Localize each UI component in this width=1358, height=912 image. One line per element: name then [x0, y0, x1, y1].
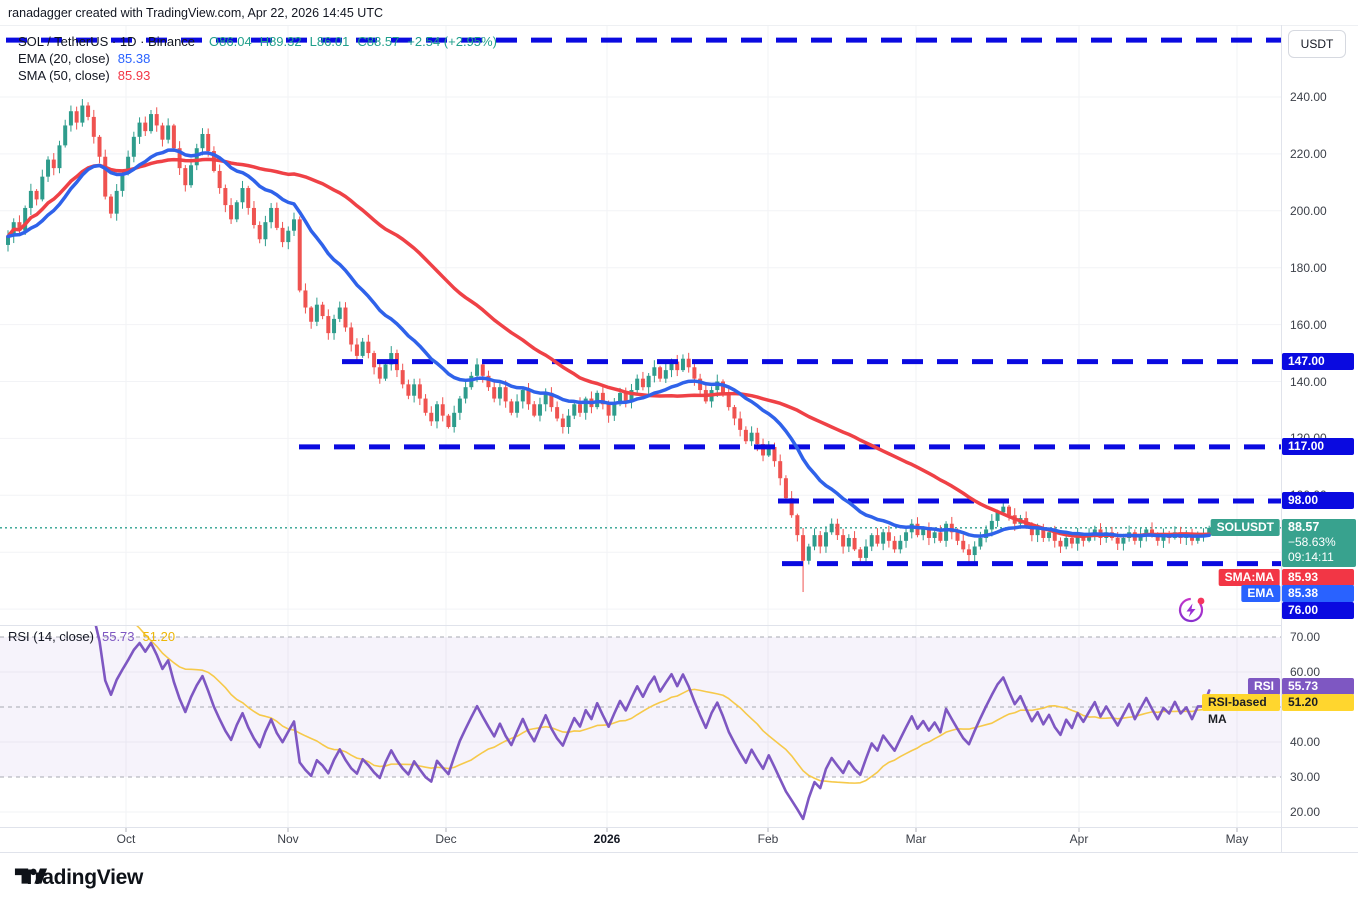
- time-axis-border: [0, 827, 1358, 828]
- ohlc-open: O86.04: [209, 34, 252, 49]
- sma-legend-value: 85.93: [117, 68, 151, 83]
- pane-separator[interactable]: [0, 625, 1281, 626]
- notification-dot: [1197, 597, 1205, 605]
- flash-action-icon[interactable]: [1176, 594, 1208, 626]
- lightning-bolt-icon: [1186, 603, 1196, 617]
- ema-legend-row: EMA (20, close) 85.38: [18, 50, 497, 67]
- support-resistance-lines: [6, 37, 1281, 567]
- rsi-legend-label[interactable]: RSI (14, close): [8, 629, 94, 644]
- price-axis-border: [1281, 25, 1282, 852]
- sma-50-line[interactable]: [6, 157, 1211, 538]
- tradingview-logo-icon[interactable]: [14, 866, 48, 890]
- symbol-legend: SOL / TetherUS · 1D · Binance O86.04 H89.3…: [18, 33, 497, 84]
- currency-button[interactable]: USDT: [1288, 30, 1346, 58]
- ohlc-close: C88.57: [357, 34, 400, 49]
- rsi-legend: RSI (14, close) 55.73 51.20: [8, 629, 175, 644]
- tradingview-footer: TradingView: [14, 866, 143, 890]
- symbol-title[interactable]: SOL / TetherUS · 1D · Binance: [18, 34, 196, 49]
- candlestick-series: [6, 99, 1212, 593]
- attribution-text: ranadagger created with TradingView.com,…: [8, 6, 383, 20]
- ohlc-low: L86.01: [309, 34, 350, 49]
- ema-legend-value: 85.38: [117, 51, 151, 66]
- rsi-line[interactable]: [14, 532, 1211, 821]
- rsi-ma-line[interactable]: [14, 532, 1210, 784]
- ohlc-high: H89.32: [259, 34, 302, 49]
- ema-20-line[interactable]: [6, 148, 1211, 538]
- pane-top-border: [0, 25, 1358, 26]
- page-bottom-border: [0, 852, 1358, 853]
- tradingview-logo-text[interactable]: TradingView: [23, 866, 144, 889]
- symbol-row: SOL / TetherUS · 1D · Binance O86.04 H89.3…: [18, 33, 497, 50]
- rsi-pane: [0, 532, 1281, 821]
- chart-canvas[interactable]: [0, 0, 1358, 860]
- grid-lines: [0, 26, 1281, 832]
- rsi-ma-legend-value: 51.20: [142, 629, 176, 644]
- rsi-legend-value: 55.73: [101, 629, 135, 644]
- ema-legend-label[interactable]: EMA (20, close): [18, 51, 110, 66]
- ohlc-change: +2.54 (+2.95%): [407, 34, 497, 49]
- sma-legend-row: SMA (50, close) 85.93: [18, 67, 497, 84]
- sma-legend-label[interactable]: SMA (50, close): [18, 68, 110, 83]
- main-pane: [0, 37, 1281, 593]
